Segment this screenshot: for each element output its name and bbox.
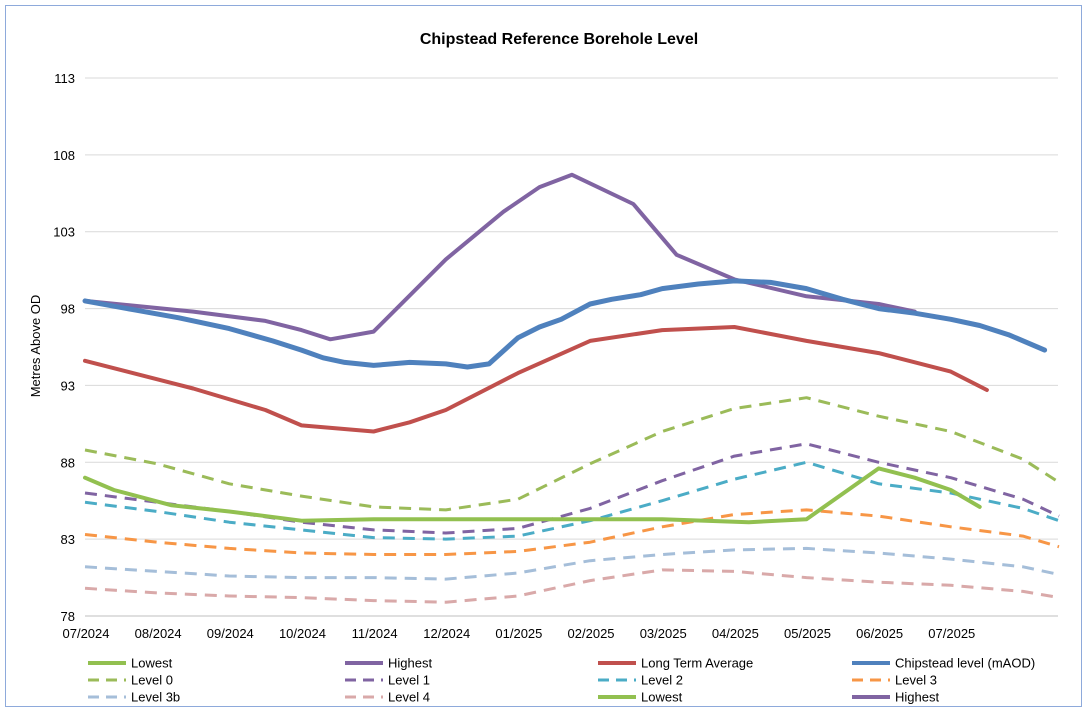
x-tick-label: 04/2025 <box>712 626 759 641</box>
series-lines <box>82 172 1060 604</box>
series-line-highest <box>83 172 917 342</box>
x-tick-label: 02/2025 <box>568 626 615 641</box>
legend-label: Level 2 <box>641 673 683 688</box>
legend-label: Level 3b <box>131 690 180 705</box>
chart-title: Chipstead Reference Borehole Level <box>420 31 698 48</box>
y-tick-label: 83 <box>61 532 75 547</box>
y-tick-label: 103 <box>53 225 75 240</box>
y-tick-label: 93 <box>61 378 75 393</box>
y-axis-ticks: 78 83 88 93 98 103 108 113 <box>53 71 75 624</box>
legend-label: Level 3 <box>895 673 937 688</box>
legend-label: Lowest <box>131 656 173 671</box>
series-line-chipstead-level-maod- <box>82 278 1048 370</box>
legend-label: Level 4 <box>388 690 430 705</box>
x-tick-label: 07/2024 <box>63 626 110 641</box>
y-axis-label: Metres Above OD <box>28 295 43 398</box>
legend-label: Level 0 <box>131 673 173 688</box>
y-tick-label: 98 <box>61 302 75 317</box>
x-tick-label: 05/2025 <box>784 626 831 641</box>
x-tick-label: 03/2025 <box>640 626 687 641</box>
y-tick-label: 113 <box>54 71 75 86</box>
series-line-level-0 <box>84 396 1060 512</box>
series-line-level-2 <box>84 460 1060 541</box>
x-tick-label: 06/2025 <box>856 626 903 641</box>
x-axis-ticks: 07/2024 08/2024 09/2024 10/2024 11/2024 12/20… <box>63 626 976 641</box>
x-tick-label: 08/2024 <box>135 626 182 641</box>
series-line-lowest <box>83 466 982 525</box>
gridlines <box>85 77 1058 617</box>
legend-label: Level 1 <box>388 673 430 688</box>
series-line-level-3b <box>84 546 1060 581</box>
y-tick-label: 108 <box>53 148 75 163</box>
legend-label: Highest <box>388 656 432 671</box>
chart-frame <box>5 5 1082 707</box>
y-tick-label: 78 <box>61 609 75 624</box>
legend-label: Chipstead level (mAOD) <box>895 656 1035 671</box>
series-line-level-3 <box>84 508 1060 556</box>
x-tick-label: 11/2024 <box>352 626 398 641</box>
series-line-level-4 <box>84 568 1060 604</box>
x-tick-label: 09/2024 <box>207 626 254 641</box>
x-tick-label: 01/2025 <box>495 626 542 641</box>
series-line-long-term-average <box>83 325 989 434</box>
legend-label: Highest <box>895 690 939 705</box>
x-tick-label: 12/2024 <box>423 626 470 641</box>
legend-label: Lowest <box>641 690 683 705</box>
legend: Lowest Highest Long Term Average Chipstead … <box>88 656 1035 705</box>
y-tick-label: 88 <box>61 455 75 470</box>
x-tick-label: 07/2025 <box>928 626 975 641</box>
x-tick-label: 10/2024 <box>279 626 326 641</box>
legend-label: Long Term Average <box>641 656 753 671</box>
